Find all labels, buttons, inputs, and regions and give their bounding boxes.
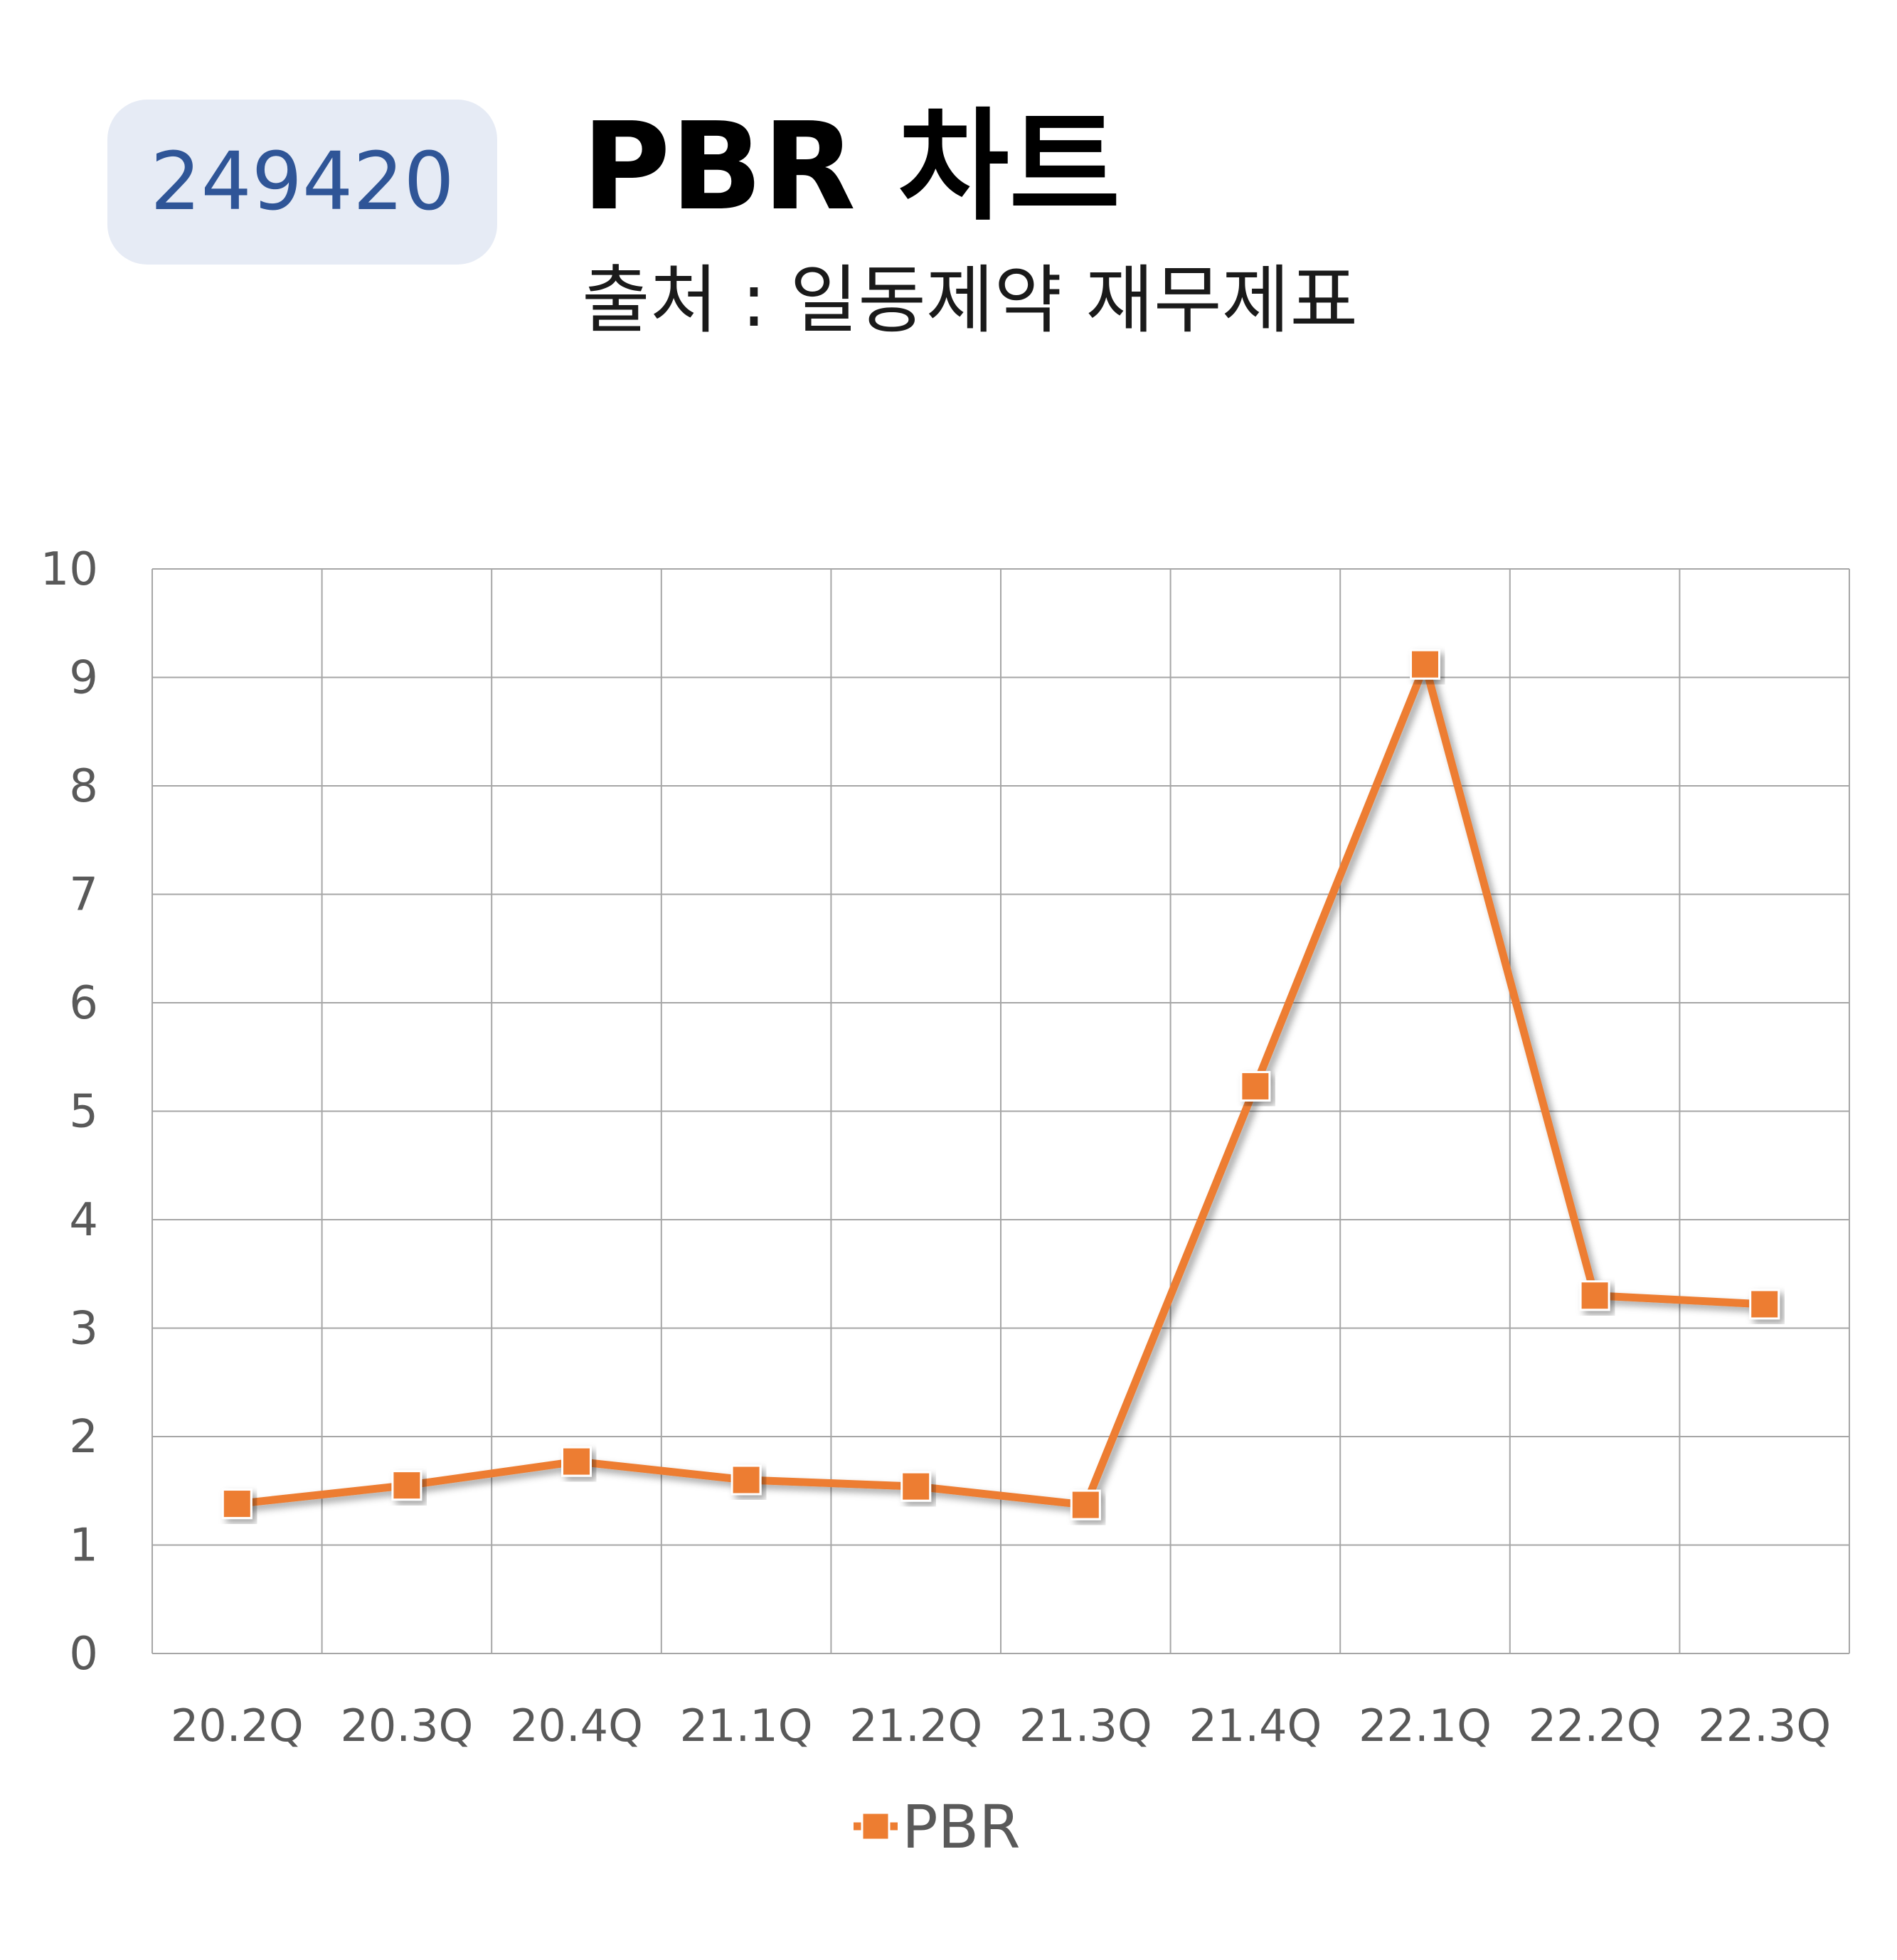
x-tick-label: 22.1Q bbox=[1359, 1700, 1492, 1752]
y-tick-label: 8 bbox=[69, 760, 98, 813]
series-pbr bbox=[221, 649, 1780, 1520]
y-tick-label: 6 bbox=[69, 977, 98, 1030]
data-point bbox=[730, 1464, 762, 1496]
x-tick-label: 22.3Q bbox=[1698, 1700, 1831, 1752]
x-tick-label: 22.2Q bbox=[1529, 1700, 1662, 1752]
x-tick-label: 20.3Q bbox=[340, 1700, 473, 1752]
y-tick-label: 10 bbox=[41, 543, 98, 596]
y-tick-label: 3 bbox=[69, 1303, 98, 1356]
data-point bbox=[900, 1471, 932, 1502]
chart-subtitle: 출처 : 일동제약 재무제표 bbox=[582, 257, 1359, 343]
y-tick-label: 2 bbox=[69, 1411, 98, 1464]
data-point bbox=[1749, 1289, 1780, 1320]
y-tick-label: 4 bbox=[69, 1194, 98, 1247]
legend-label: PBR bbox=[902, 1792, 1021, 1862]
x-axis-ticks: 20.2Q 20.3Q 20.4Q 21.1Q 21.2Q 21.3Q 21.4Q 22.1Q… bbox=[171, 1700, 1831, 1752]
y-axis-ticks: 0 1 2 3 4 5 6 7 8 9 10 bbox=[41, 543, 98, 1681]
x-tick-label: 21.2Q bbox=[849, 1700, 982, 1752]
data-point bbox=[221, 1488, 253, 1520]
x-tick-label: 21.1Q bbox=[680, 1700, 813, 1752]
y-tick-label: 0 bbox=[69, 1628, 98, 1681]
data-point bbox=[391, 1470, 423, 1501]
series-line-pbr bbox=[236, 660, 1765, 1509]
data-point bbox=[1410, 649, 1440, 680]
x-tick-label: 20.2Q bbox=[171, 1700, 304, 1752]
y-tick-label: 9 bbox=[69, 652, 98, 705]
data-point bbox=[561, 1446, 592, 1477]
x-tick-label: 21.4Q bbox=[1189, 1700, 1322, 1752]
data-point bbox=[1579, 1280, 1610, 1311]
y-tick-label: 7 bbox=[69, 869, 98, 922]
legend-marker bbox=[861, 1811, 891, 1841]
x-tick-label: 20.4Q bbox=[510, 1700, 643, 1752]
data-point bbox=[1070, 1489, 1101, 1520]
y-tick-label: 1 bbox=[69, 1520, 98, 1572]
data-point bbox=[1240, 1070, 1271, 1102]
chart-title: PBR 차트 bbox=[582, 97, 1121, 238]
legend: PBR bbox=[854, 1792, 1021, 1862]
x-tick-label: 21.3Q bbox=[1019, 1700, 1152, 1752]
ticker-badge: 249420 bbox=[107, 100, 497, 265]
grid-lines bbox=[152, 568, 1850, 1654]
y-tick-label: 5 bbox=[69, 1086, 98, 1139]
ticker-code: 249420 bbox=[150, 136, 455, 228]
